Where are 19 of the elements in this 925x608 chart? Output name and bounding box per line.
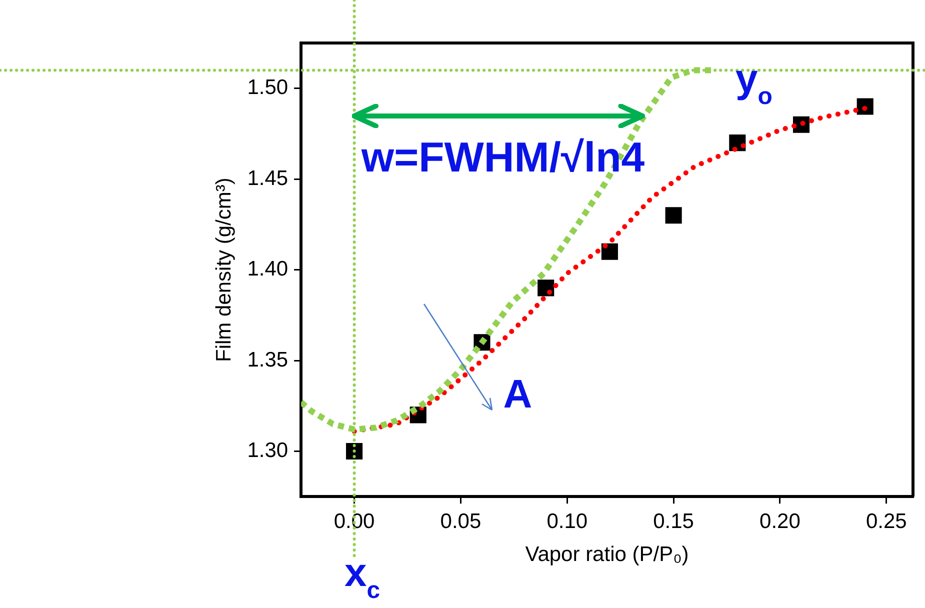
- point: [538, 280, 554, 296]
- x-tick-label: 0.20: [760, 510, 800, 533]
- x-tick-label: 0.10: [546, 510, 588, 533]
- x-tick-label: 0.00: [334, 510, 375, 533]
- point: [856, 98, 874, 115]
- x-axis-title: Vapor ratio (P/P₀): [525, 543, 689, 566]
- annotation: w=FWHM/√ln4: [360, 133, 646, 180]
- y-axis-title: Film density (g/cm³): [212, 178, 236, 362]
- x-tick-label: 0.15: [653, 510, 694, 533]
- y-tick-label: 1.30: [247, 439, 288, 462]
- x-tick-label: 0.25: [866, 510, 907, 533]
- y-tick-label: 1.40: [247, 258, 288, 281]
- x-tick-label: 0.05: [440, 510, 482, 533]
- y-tick-label: 1.35: [247, 348, 288, 372]
- y-tick-label: 1.50: [247, 76, 288, 100]
- point: [601, 243, 618, 260]
- point: [665, 207, 682, 224]
- y-tick-label: 1.45: [247, 166, 288, 190]
- annotation: A: [503, 372, 532, 416]
